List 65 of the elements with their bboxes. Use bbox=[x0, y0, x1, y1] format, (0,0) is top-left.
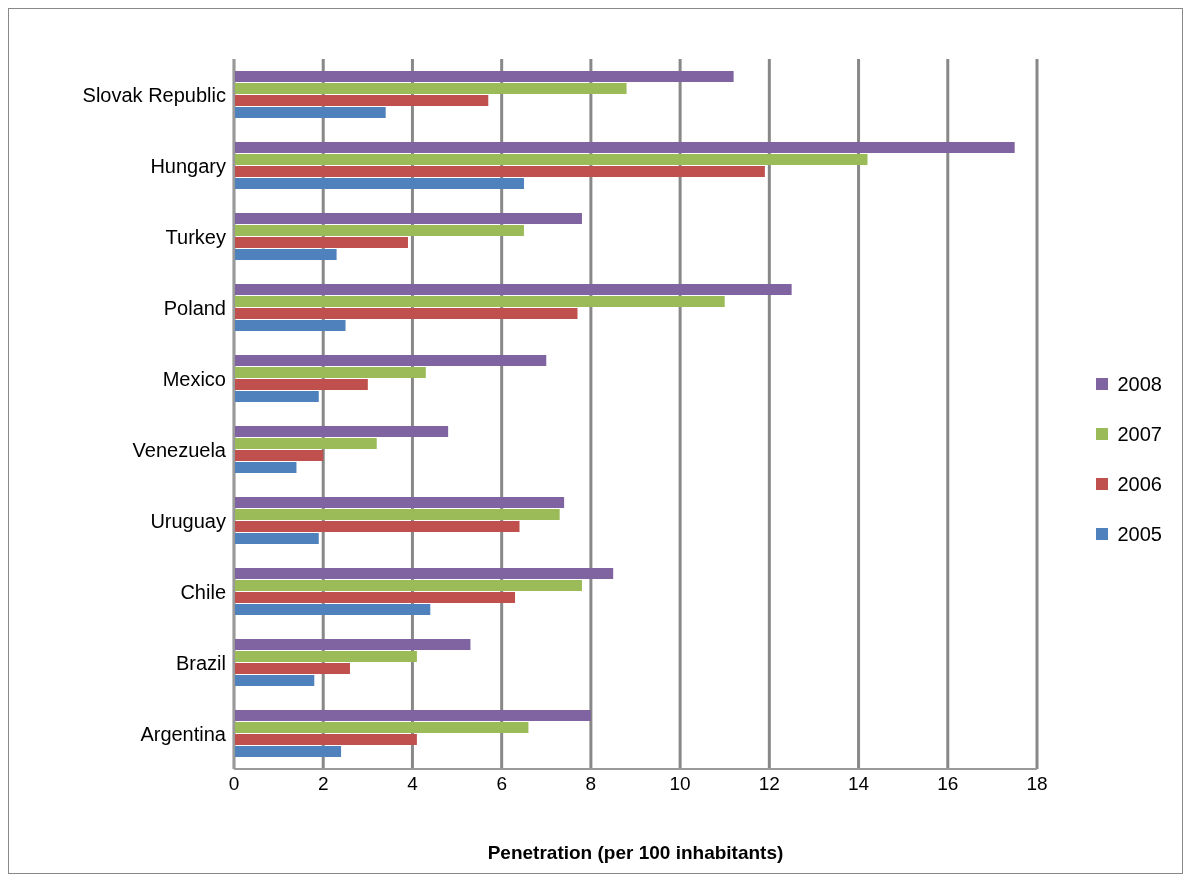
bar bbox=[234, 734, 417, 745]
legend-label: 2007 bbox=[1117, 422, 1162, 446]
bar bbox=[234, 604, 431, 615]
bar bbox=[234, 746, 342, 757]
y-tick-label: Uruguay bbox=[150, 509, 226, 532]
bar bbox=[234, 249, 337, 260]
bar bbox=[234, 391, 319, 402]
bar bbox=[234, 142, 1015, 153]
y-tick-label: Slovak Republic bbox=[82, 83, 226, 106]
bar bbox=[234, 497, 565, 508]
bar bbox=[234, 722, 529, 733]
bar bbox=[234, 308, 578, 319]
bar bbox=[234, 675, 315, 686]
x-tick-label: 18 bbox=[1026, 773, 1048, 795]
bar bbox=[234, 71, 734, 82]
y-tick-label: Hungary bbox=[150, 154, 226, 177]
bar bbox=[234, 355, 547, 366]
bar bbox=[234, 95, 489, 106]
y-tick-label: Chile bbox=[180, 580, 226, 603]
x-tick-label: 14 bbox=[847, 773, 870, 795]
bar bbox=[234, 367, 426, 378]
bar bbox=[234, 107, 386, 118]
y-tick-label: Argentina bbox=[140, 722, 227, 745]
y-tick-label: Venezuela bbox=[132, 438, 227, 461]
bar bbox=[234, 296, 725, 307]
bar bbox=[234, 639, 471, 650]
x-axis-title: Penetration (per 100 inhabitants) bbox=[487, 842, 784, 863]
x-tick-label: 4 bbox=[407, 773, 419, 795]
legend-label: 2005 bbox=[1117, 522, 1162, 546]
bar bbox=[234, 237, 408, 248]
bar bbox=[234, 710, 591, 721]
bar bbox=[234, 154, 868, 165]
bar bbox=[234, 568, 614, 579]
bar bbox=[234, 462, 297, 473]
bar bbox=[234, 651, 417, 662]
bar bbox=[234, 521, 520, 532]
x-tick-label: 2 bbox=[317, 773, 329, 795]
bar bbox=[234, 580, 582, 591]
bar bbox=[234, 320, 346, 331]
bar bbox=[234, 509, 560, 520]
legend-label: 2006 bbox=[1117, 472, 1162, 496]
y-tick-label: Brazil bbox=[175, 651, 226, 674]
bar bbox=[234, 284, 792, 295]
x-tick-label: 0 bbox=[228, 773, 240, 795]
y-tick-label: Mexico bbox=[162, 367, 226, 390]
x-tick-label: 6 bbox=[496, 773, 507, 795]
bar bbox=[234, 663, 350, 674]
bar bbox=[234, 438, 377, 449]
bar bbox=[234, 178, 524, 189]
x-tick-label: 16 bbox=[937, 773, 959, 795]
x-tick-label: 8 bbox=[585, 773, 597, 795]
bar bbox=[234, 83, 627, 94]
bar bbox=[234, 592, 516, 603]
x-tick-label: 12 bbox=[758, 773, 780, 795]
bar bbox=[234, 426, 449, 437]
bar bbox=[234, 533, 319, 544]
bar bbox=[234, 379, 368, 390]
bar bbox=[234, 225, 524, 236]
y-tick-label: Turkey bbox=[165, 225, 226, 248]
bar bbox=[234, 450, 324, 461]
bar bbox=[234, 166, 765, 177]
bar bbox=[234, 213, 582, 224]
x-tick-label: 10 bbox=[669, 773, 691, 795]
legend-label: 2008 bbox=[1117, 372, 1162, 396]
y-tick-label: Poland bbox=[163, 296, 226, 319]
